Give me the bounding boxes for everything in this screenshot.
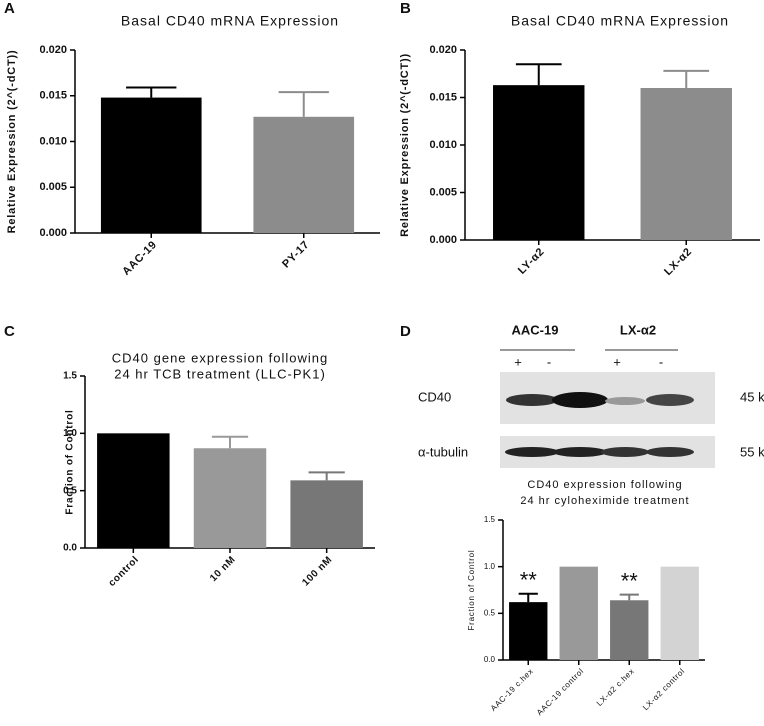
y-tick-label: 0.0 xyxy=(484,655,496,664)
chart-title: CD40 gene expression following xyxy=(112,350,328,365)
band xyxy=(601,447,649,457)
bar xyxy=(493,85,585,241)
x-tick-label: AAC-19 control xyxy=(535,667,586,718)
bar xyxy=(253,116,355,233)
band xyxy=(553,447,607,457)
chart-title: 24 hr TCB treatment (LLC-PK1) xyxy=(114,366,326,381)
blot-size: 45 kDa xyxy=(740,389,764,404)
y-tick-label: 1.5 xyxy=(484,515,496,524)
y-axis-title: Relative Expression (2^(-dCT)) xyxy=(6,50,18,234)
bar xyxy=(640,88,732,240)
x-tick-label: LY-α2 xyxy=(516,246,547,277)
western-blot: AAC-19 LX-α2 + - + - CD40 α-tubulin 45 k… xyxy=(418,322,764,468)
y-tick-label: 1.5 xyxy=(63,371,77,382)
blot-group: AAC-19 xyxy=(512,322,559,337)
chart-title: Basal CD40 mRNA Expression xyxy=(511,13,729,29)
y-axis-title: Fraction of Control xyxy=(467,549,476,630)
chart-title: Basal CD40 mRNA Expression xyxy=(121,13,339,29)
band xyxy=(605,397,645,405)
bar xyxy=(290,480,363,548)
x-tick-label: 100 nM xyxy=(300,554,334,588)
bar xyxy=(559,566,598,660)
x-tick-label: LX-α2 control xyxy=(641,667,687,713)
bar xyxy=(100,97,202,233)
error-bar xyxy=(619,593,639,601)
x-tick-label: AAC-19 c.hex xyxy=(489,667,535,713)
error-bar xyxy=(515,63,562,86)
y-tick-label: 0.005 xyxy=(429,186,457,198)
band xyxy=(646,447,694,457)
y-tick-label: 0.5 xyxy=(63,485,77,496)
error-bar xyxy=(126,86,177,98)
band xyxy=(552,392,608,408)
panel-label: A xyxy=(4,0,15,17)
chart-title: 24 hr cyloheximide treatment xyxy=(520,495,689,507)
y-tick-label: 0.005 xyxy=(39,181,67,193)
y-tick-label: 0.000 xyxy=(39,227,67,239)
lane-label: + xyxy=(514,354,522,369)
band xyxy=(505,447,559,457)
blot-row: α-tubulin xyxy=(418,444,468,459)
panel-label: C xyxy=(4,323,15,340)
y-tick-label: 0.0 xyxy=(63,543,77,554)
annotation: ** xyxy=(520,568,538,593)
y-tick-label: 0.010 xyxy=(429,139,457,151)
annotation: ** xyxy=(621,568,639,593)
error-bar xyxy=(518,592,538,603)
bar xyxy=(193,448,267,548)
y-tick-label: 1.0 xyxy=(63,428,77,439)
error-bar xyxy=(278,91,329,117)
panel-label: D xyxy=(400,323,411,340)
x-tick-label: LX-α2 xyxy=(662,246,694,278)
y-tick-label: 1.0 xyxy=(484,562,496,571)
chart-title: CD40 expression following xyxy=(527,479,682,491)
x-tick-label: 10 nM xyxy=(208,554,238,584)
band xyxy=(506,394,558,406)
bar xyxy=(509,602,548,660)
y-axis-title: Fraction of Control xyxy=(65,409,76,514)
blot-size: 55 kDa xyxy=(740,444,764,459)
x-tick-label: control xyxy=(107,554,142,589)
lane-label: + xyxy=(613,354,621,369)
band xyxy=(646,394,694,406)
y-tick-label: 0.015 xyxy=(39,90,67,102)
error-bar xyxy=(308,471,345,481)
panel-label: B xyxy=(400,0,411,17)
y-tick-label: 0.5 xyxy=(484,608,496,617)
y-tick-label: 0.020 xyxy=(39,44,67,56)
x-tick-label: LX-α2 c.hex xyxy=(595,667,636,708)
bar xyxy=(97,433,170,548)
error-bar xyxy=(211,435,249,449)
y-tick-label: 0.000 xyxy=(429,234,457,246)
y-tick-label: 0.010 xyxy=(39,135,67,147)
y-axis-title: Relative Expression (2^(-dCT)) xyxy=(399,53,411,237)
blot-group: LX-α2 xyxy=(620,322,656,337)
y-tick-label: 0.015 xyxy=(429,91,457,103)
error-bar xyxy=(663,69,710,88)
blot-row: CD40 xyxy=(418,389,451,404)
x-tick-label: PY-17 xyxy=(280,239,312,271)
y-tick-label: 0.020 xyxy=(429,44,457,56)
bar xyxy=(660,566,699,660)
x-tick-label: AAC-19 xyxy=(120,239,159,278)
bar xyxy=(610,600,649,660)
lane-label: - xyxy=(547,354,551,369)
lane-label: - xyxy=(659,354,663,369)
